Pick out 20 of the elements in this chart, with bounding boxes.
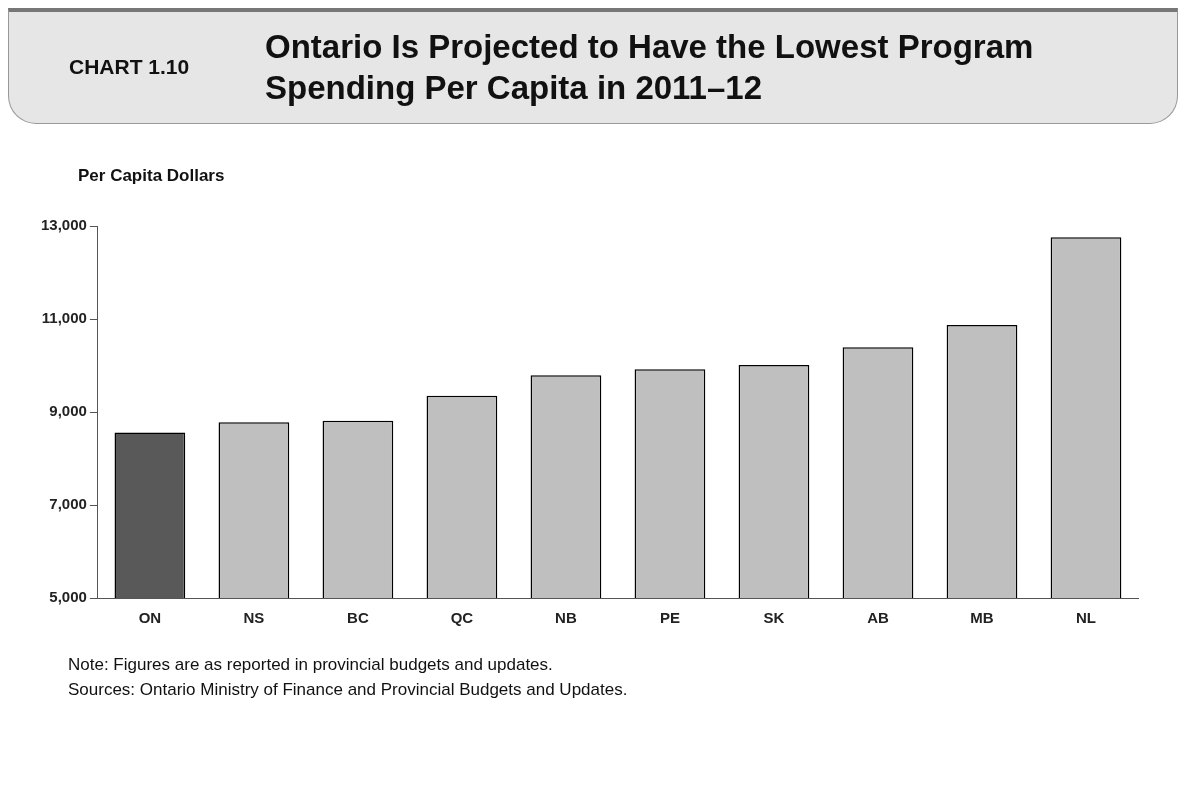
y-tick-label: 11,000 <box>41 308 87 326</box>
y-tick-label: 13,000 <box>40 215 87 233</box>
text: Note: Figures are as reported in provincial budgets and updates. <box>68 653 554 676</box>
x-tick-label: NS <box>243 608 265 626</box>
x-tick-label: PE <box>659 608 680 626</box>
x-tick-label: NL <box>1075 608 1096 626</box>
y-axis-title: Per Capita Dollars <box>78 165 226 186</box>
x-tick-label: NB <box>555 608 577 626</box>
y-tick-label: 9,000 <box>49 401 87 419</box>
chart-title: Ontario Is Projected to Have the Lowest Program Spending Per Capita in 2011–12 <box>265 27 1035 109</box>
chart-subtitle: CHART 1.10 <box>69 55 191 80</box>
x-tick-label: MB <box>970 608 994 626</box>
x-tick-label: AB <box>867 608 889 626</box>
x-tick-label: ON <box>138 608 162 626</box>
x-tick-label: QC <box>450 608 474 626</box>
x-tick-label: SK <box>763 608 785 626</box>
y-tick-label: 5,000 <box>49 587 87 605</box>
y-tick-label: 7,000 <box>49 494 87 512</box>
source-note: Sources: Ontario Ministry of Finance and Provincial Budgets and Updates. <box>68 679 629 701</box>
x-tick-label: BC <box>347 608 369 626</box>
